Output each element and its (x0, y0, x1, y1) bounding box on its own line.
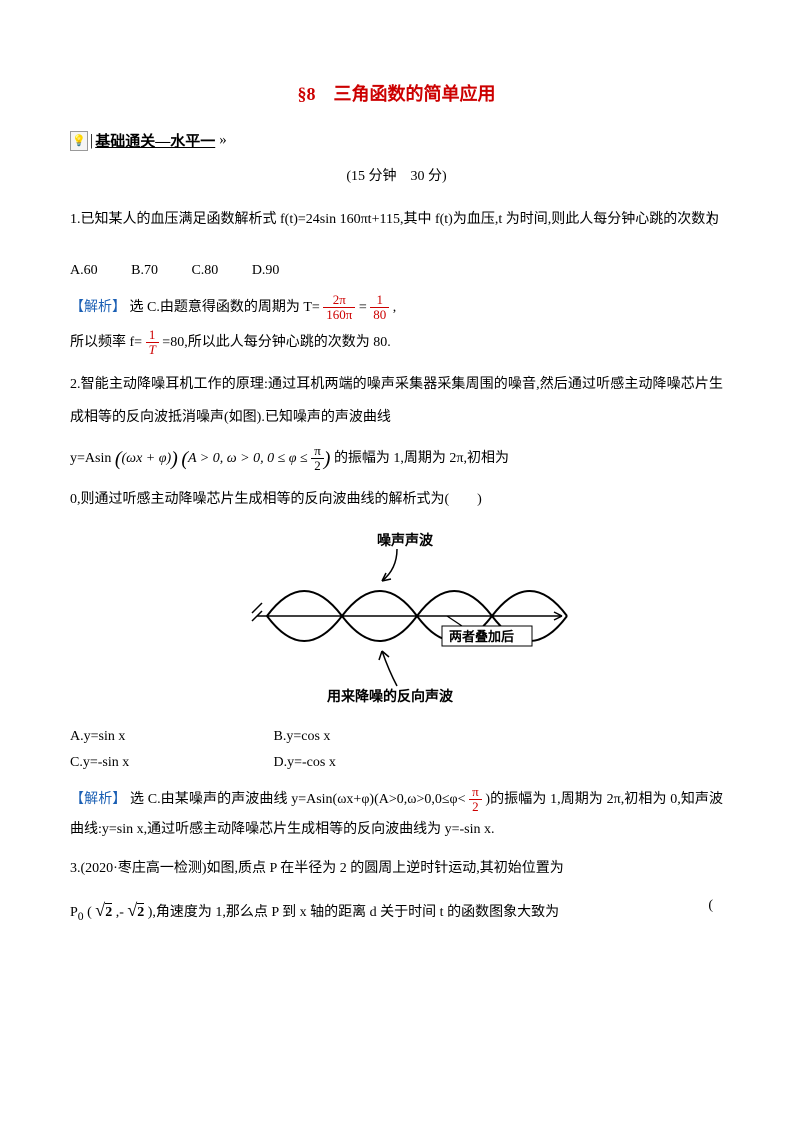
q1-analysis-a: 选 C.由题意得函数的周期为 T= (130, 300, 320, 315)
q3-p: P (70, 905, 78, 920)
q2-stem-b: y=Asin ((ωx + φ)) (A > 0, ω > 0, 0 ≤ φ ≤… (70, 441, 723, 477)
q3-stem-a: 3.(2020·枣庄高一检测)如图,质点 P 在半径为 2 的圆周上逆时针运动,… (70, 852, 723, 886)
page-title: §8 三角函数的简单应用 (70, 80, 723, 106)
sqrt-val-2: 2 (137, 903, 144, 920)
arrow-bottom-line (382, 651, 397, 686)
q2-stem-a: 2.智能主动降噪耳机工作的原理:通过耳机两端的噪声采集器采集周围的噪音,然后通过… (70, 368, 723, 435)
q3-lp: ( (87, 905, 92, 920)
sqrt-val-1: 2 (105, 903, 112, 920)
mid-pointer (447, 616, 462, 626)
q2-pre: y=Asin (70, 451, 111, 466)
q1-analysis-2: 所以频率 f= 1 T =80,所以此人每分钟心跳的次数为 80. (70, 328, 723, 358)
q2-stem-c: 0,则通过听感主动降噪芯片生成相等的反向波曲线的解析式为( ) (70, 483, 723, 517)
lightbulb-icon: 💡 (70, 131, 88, 151)
period: , (393, 300, 397, 315)
q2-analysis: 【解析】 选 C.由某噪声的声波曲线 y=Asin(ωx+φ)(A>0,ω>0,… (70, 785, 723, 847)
sqrt-icon-1: √ (95, 900, 105, 920)
q1-options: A.60 B.70 C.80 D.90 (70, 263, 723, 279)
section-header: 💡 | 基础通关—水平一 » (70, 130, 723, 151)
q2-option-b: B.y=cos x (274, 729, 331, 744)
q1-text: 1.已知某人的血压满足函数解析式 f(t)=24sin 160πt+115,其中… (70, 212, 719, 227)
q2-cond1: ((ωx + φ)) (115, 451, 178, 466)
q2-cond2: (A > 0, ω > 0, 0 ≤ φ ≤ π2) (181, 451, 330, 466)
frac-2pi-160pi: 2π 160π (323, 293, 355, 323)
q1-option-b: B.70 (131, 263, 158, 278)
label-mid: 两者叠加后 (449, 629, 514, 644)
wave-diagram: 噪声声波 两者叠加后 用来降噪的反向声波 (70, 531, 723, 711)
time-info: (15 分钟 30 分) (70, 165, 723, 185)
analysis-label: 【解析】 (70, 300, 126, 315)
frac-1-T: 1 T (146, 328, 159, 358)
q3-sub: 0 (78, 910, 84, 923)
q2-post: 的振幅为 1,周期为 2π,初相为 (334, 451, 509, 466)
q1-option-a: A.60 (70, 263, 98, 278)
axis-origin-tick (252, 603, 262, 621)
q3-rp: ),角速度为 1,那么点 P 到 x 轴的距离 d 关于时间 t 的函数图象大致… (148, 905, 559, 920)
q1-analysis-1: 【解析】 选 C.由题意得函数的周期为 T= 2π 160π = 1 80 , (70, 293, 723, 323)
frac-1-80: 1 80 (370, 293, 389, 323)
q1-stem: 1.已知某人的血压满足函数解析式 f(t)=24sin 160πt+115,其中… (70, 203, 723, 237)
frac-pi-2: π 2 (469, 785, 482, 815)
q2-options-row2: C.y=-sin x D.y=-cos x (70, 755, 723, 771)
section-title: 基础通关—水平一 (95, 130, 215, 151)
label-anti: 用来降噪的反向声波 (327, 688, 454, 705)
q1-analysis-b-pre: 所以频率 f= (70, 335, 142, 350)
q3-stem-b: P0 ( √2 ,- √2 ),角速度为 1,那么点 P 到 x 轴的距离 d … (70, 892, 723, 928)
q2-option-d: D.y=-cos x (274, 755, 336, 770)
section-divider: | (90, 132, 93, 150)
label-noise: 噪声声波 (377, 532, 434, 549)
q2-analysis-a: 选 C.由某噪声的声波曲线 y=Asin(ωx+φ)(A>0,ω>0,0≤φ< (130, 792, 465, 807)
eq-sign: = (359, 300, 367, 315)
wave-svg: 噪声声波 两者叠加后 用来降噪的反向声波 (217, 531, 577, 706)
q2-option-c: C.y=-sin x (70, 755, 270, 771)
q1-option-d: D.90 (252, 263, 280, 278)
q1-option-c: C.80 (191, 263, 218, 278)
q3-right-paren: ( (708, 892, 713, 920)
chevron-right-icon: » (219, 132, 224, 149)
q2-options-row1: A.y=sin x B.y=cos x (70, 729, 723, 745)
sqrt-icon-2: √ (127, 900, 137, 920)
q2-analysis-b: )的振幅为 1,周期为 (485, 792, 603, 807)
q1-paren: ( (708, 203, 713, 237)
analysis-label-2: 【解析】 (70, 792, 126, 807)
title-text: §8 三角函数的简单应用 (298, 84, 496, 104)
q3-comma: ,- (116, 905, 124, 920)
q2-option-a: A.y=sin x (70, 729, 270, 745)
q1-analysis-b-post: =80,所以此人每分钟心跳的次数为 80. (162, 335, 390, 350)
